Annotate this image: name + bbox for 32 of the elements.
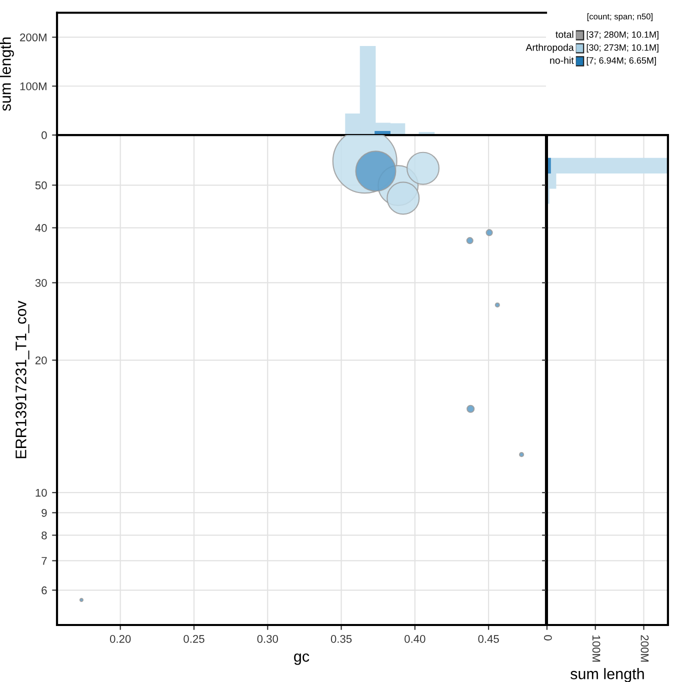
x-tick-label: 0.25	[184, 635, 204, 643]
y-tick-label: 8	[42, 531, 47, 540]
y-tick-label: 10	[36, 488, 47, 497]
y-tick-label: 9	[42, 508, 47, 517]
y-axis-title: ERR13917231_T1_cov	[16, 300, 30, 458]
y-tick-label: 7	[42, 557, 47, 565]
y-tick-label: 100M	[20, 82, 46, 90]
y-tick-label: 50	[35, 181, 47, 190]
y-tick-label: 20	[35, 356, 47, 364]
x-tick-label: 0.20	[110, 635, 131, 643]
x-tick-label: 0	[544, 635, 552, 640]
y-tick-label: 6	[42, 586, 47, 594]
x-axis-title: gc	[294, 653, 310, 665]
x-tick-label: 0.35	[330, 635, 352, 643]
text: [37; 280M; 10.1M]	[586, 31, 658, 40]
text: [30; 273M; 10.1M]	[586, 44, 658, 52]
y-axis-title: sum length	[0, 38, 14, 111]
x-tick-label: 100M	[592, 636, 600, 662]
legend-title: [count; span; n50]	[587, 13, 652, 22]
category-label: no-hit	[550, 56, 574, 64]
x-axis-title: sum length	[570, 668, 644, 682]
category-label: Arthropoda	[526, 44, 574, 53]
x-tick-label: 0.40	[404, 635, 426, 643]
y-tick-label: 40	[35, 224, 47, 232]
category-label: total	[556, 30, 574, 38]
x-tick-label: 200M	[640, 635, 649, 662]
text: [7; 6.94M; 6.65M]	[586, 57, 656, 66]
y-tick-label: 30	[35, 278, 47, 287]
x-tick-label: 0.45	[478, 635, 499, 643]
y-tick-label: 0	[42, 131, 47, 140]
x-tick-label: 0.30	[257, 635, 278, 643]
y-tick-label: 200M	[20, 33, 46, 42]
